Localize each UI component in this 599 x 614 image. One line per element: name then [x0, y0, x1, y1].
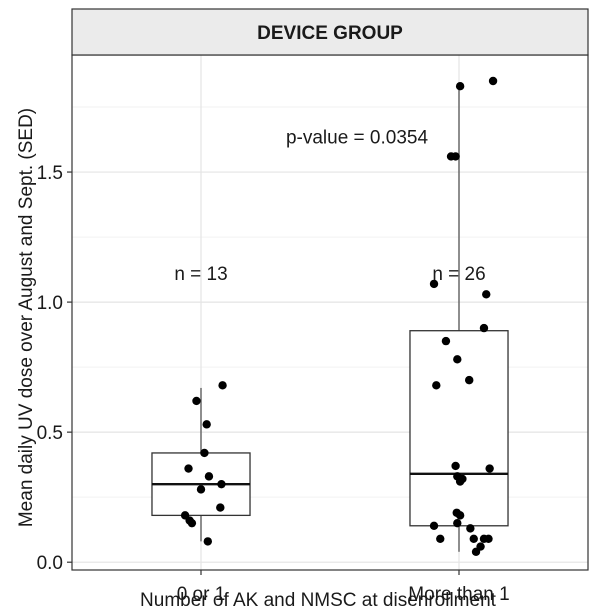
points-layer — [180, 76, 498, 556]
data-point — [441, 336, 451, 346]
data-point — [476, 542, 485, 551]
n-label-group-2: n = 26 — [432, 264, 485, 285]
boxplot-layer — [151, 83, 509, 552]
data-point — [453, 355, 462, 364]
y-tick-label: 0.0 — [37, 553, 63, 574]
y-tick-label: 1.0 — [37, 293, 63, 314]
data-point — [429, 521, 439, 530]
data-point — [192, 396, 201, 406]
p-value-annotation: p-value = 0.0354 — [286, 127, 429, 148]
data-point — [482, 290, 491, 299]
data-point — [187, 518, 197, 528]
y-tick-label: 1.5 — [37, 163, 63, 184]
data-point — [204, 472, 214, 481]
data-point — [196, 485, 206, 494]
facet-strip-label: DEVICE GROUP — [257, 23, 403, 44]
y-axis-ticks: 0.0 0.5 1.0 1.5 — [37, 163, 72, 574]
n-label-group-1: n = 13 — [174, 264, 227, 285]
x-tick-label: 0 or 1 — [177, 584, 226, 605]
box-iqr — [409, 330, 509, 527]
data-point — [429, 279, 439, 289]
x-axis-title: Number of AK and NMSC at disenrollment — [140, 590, 497, 611]
data-point — [469, 534, 478, 543]
data-point — [479, 323, 489, 333]
data-point — [436, 534, 445, 543]
data-point — [218, 381, 227, 390]
data-point — [451, 152, 460, 161]
data-point — [451, 461, 460, 471]
data-point — [200, 448, 209, 458]
facet-strip — [71, 8, 589, 56]
data-point — [217, 479, 226, 489]
data-point — [485, 464, 494, 473]
data-point — [455, 82, 465, 91]
data-point — [455, 511, 465, 520]
data-point — [465, 375, 474, 385]
y-axis-title: Mean daily UV dose over August and Sept.… — [16, 108, 37, 527]
data-point — [484, 534, 493, 543]
data-point — [216, 503, 225, 512]
data-point — [453, 518, 462, 528]
x-axis-ticks: 0 or 1 More than 1 — [177, 570, 510, 605]
data-point — [203, 537, 213, 546]
data-point — [184, 464, 193, 473]
data-point — [202, 420, 211, 429]
data-point — [432, 381, 441, 390]
data-point — [488, 76, 498, 86]
data-point — [466, 524, 475, 533]
data-point — [458, 474, 467, 484]
x-tick-label: More than 1 — [408, 584, 509, 605]
y-tick-label: 0.5 — [37, 423, 63, 444]
